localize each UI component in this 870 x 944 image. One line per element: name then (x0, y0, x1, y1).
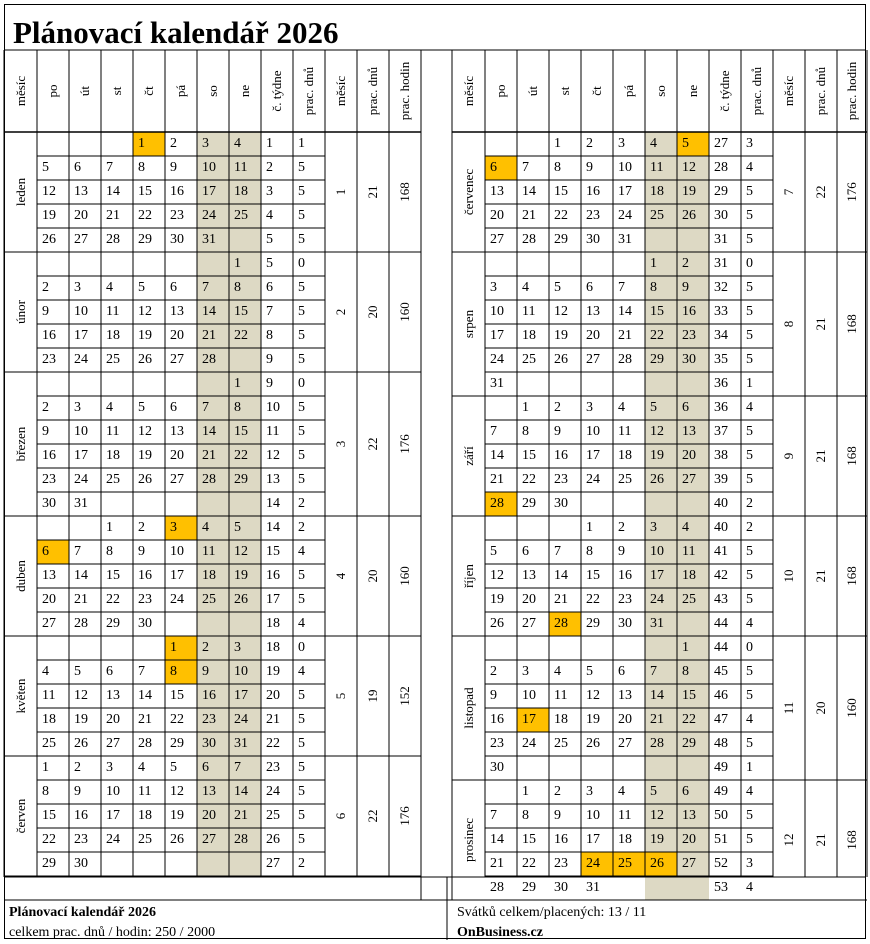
footer-brand: OnBusiness.cz (457, 925, 543, 940)
footer-right: Svátků celkem/placených: 13 / 11 OnBusin… (457, 903, 646, 943)
footer-title: Plánovací kalendář 2026 (9, 905, 157, 920)
page-title: Plánovací kalendář 2026 (13, 15, 339, 50)
footer-summary: celkem prac. dnů / hodin: 250 / 2000 (9, 925, 216, 940)
calendar-page: Plánovací kalendář 2026 (4, 4, 866, 939)
footer-left: Plánovací kalendář 2026 celkem prac. dnů… (9, 903, 215, 943)
footer-holidays: Svátků celkem/placených: 13 / 11 (457, 905, 647, 920)
